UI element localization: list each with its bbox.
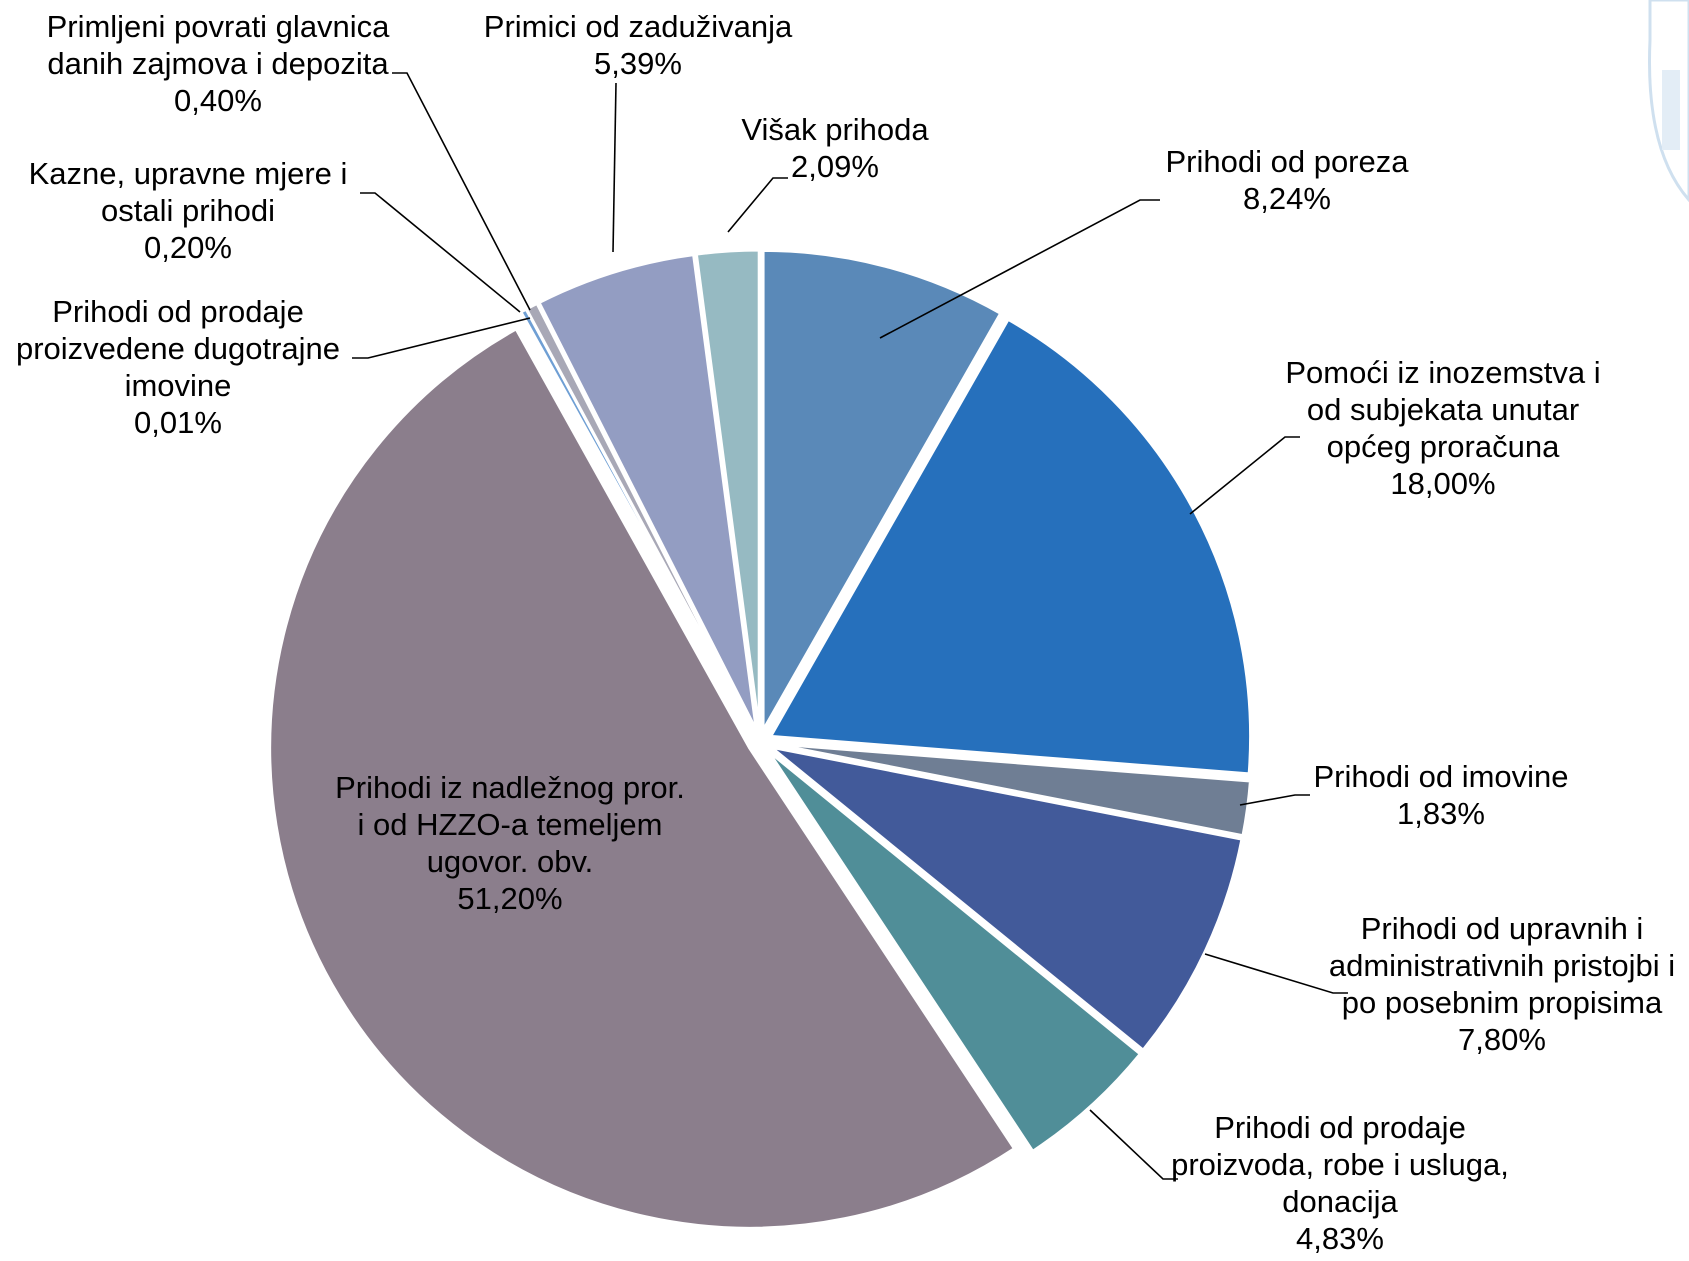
data-label-prihodi-iz-nadleznog-pror: Prihodi iz nadležnog pror. i od HZZO-a te… xyxy=(335,770,685,916)
leader-line-prihodi-od-prodaje xyxy=(1089,1109,1178,1180)
leader-line-prihodi-od-prodaje xyxy=(352,317,531,359)
slice-visak-prihoda xyxy=(694,248,761,731)
data-label-prihodi-od-poreza: Prihodi od poreza 8,24% xyxy=(1166,144,1410,216)
data-label-kazne-upravne-mjere-i: Kazne, upravne mjere i ostali prihodi 0,20… xyxy=(29,156,348,265)
data-label-percent: 4,83% xyxy=(1296,1221,1384,1256)
data-label-text: donacija xyxy=(1282,1184,1398,1219)
data-label-percent: 0,20% xyxy=(144,230,232,265)
data-label-primici-od-zaduzivanja: Primici od zaduživanja 5,39% xyxy=(484,9,793,81)
data-label-text: po posebnim propisima xyxy=(1342,985,1663,1020)
data-label-text: Prihodi iz nadležnog pror. xyxy=(335,770,685,805)
leader-line-primljeni-povrati-glavnica xyxy=(392,72,531,311)
slice-prihodi-od-prodaje xyxy=(766,749,1143,1154)
logo-watermark xyxy=(1648,0,1689,203)
data-label-percent: 8,24% xyxy=(1243,181,1331,216)
data-label-percent: 0,40% xyxy=(174,83,262,118)
data-label-text: danih zajmova i depozita xyxy=(47,46,389,81)
data-label-pomoci-iz-inozemstva-i: Pomoći iz inozemstva i od subjekata unuta… xyxy=(1285,355,1600,501)
data-label-text: Primici od zaduživanja xyxy=(484,9,793,44)
data-label-percent: 2,09% xyxy=(791,149,879,184)
data-label-text: administrativnih pristojbi i xyxy=(1329,948,1675,983)
leader-line-kazne-upravne-mjere-i xyxy=(360,192,521,313)
data-label-prihodi-od-prodaje: Prihodi od prodaje proizvedene dugotrajne… xyxy=(16,294,340,440)
leader-line-pomoci-iz-inozemstva-i xyxy=(1189,436,1300,515)
data-label-percent: 18,00% xyxy=(1390,466,1495,501)
leader-line-prihodi-od-upravnih-i xyxy=(1204,953,1348,994)
data-label-percent: 5,39% xyxy=(594,46,682,81)
leader-line-visak-prihoda xyxy=(727,177,788,233)
data-label-text: Kazne, upravne mjere i xyxy=(29,156,348,191)
data-label-percent: 7,80% xyxy=(1458,1022,1546,1057)
data-label-text: ugovor. obv. xyxy=(427,844,594,879)
data-label-text: općeg proračuna xyxy=(1327,429,1560,464)
data-label-primljeni-povrati-glavnica: Primljeni povrati glavnica danih zajmova … xyxy=(47,9,391,118)
leader-line-prihodi-od-imovine xyxy=(1239,794,1310,806)
data-label-text: ostali prihodi xyxy=(101,193,275,228)
leader-line-prihodi-od-poreza xyxy=(879,199,1160,339)
data-label-text: Primljeni povrati glavnica xyxy=(47,9,391,44)
slice-prihodi-iz-nadleznog-pror xyxy=(268,326,1017,1230)
data-label-visak-prihoda: Višak prihoda 2,09% xyxy=(741,112,929,184)
data-label-prihodi-od-upravnih-i: Prihodi od upravnih i administrativnih pr… xyxy=(1329,911,1675,1057)
slice-prihodi-od-imovine xyxy=(771,742,1253,838)
slice-pomoci-iz-inozemstva-i xyxy=(768,317,1253,776)
data-label-text: proizvedene dugotrajne xyxy=(16,331,340,366)
leader-line-primici-od-zaduzivanja xyxy=(612,82,617,253)
slice-primljeni-povrati-glavnica xyxy=(524,301,756,733)
slice-prihodi-od-poreza xyxy=(761,248,1003,737)
data-label-percent: 1,83% xyxy=(1397,796,1485,831)
data-label-text: proizvoda, robe i usluga, xyxy=(1171,1147,1509,1182)
slice-primici-od-zaduzivanja xyxy=(537,252,758,732)
data-label-text: Prihodi od upravnih i xyxy=(1361,911,1644,946)
data-label-text: imovine xyxy=(125,368,232,403)
data-label-text: i od HZZO-a temeljem xyxy=(358,807,663,842)
data-label-percent: 51,20% xyxy=(457,881,562,916)
data-label-text: Pomoći iz inozemstva i xyxy=(1285,355,1600,390)
data-label-text: Prihodi od prodaje xyxy=(1214,1110,1466,1145)
data-label-text: Prihodi od poreza xyxy=(1166,144,1410,179)
data-label-text: Prihodi od imovine xyxy=(1313,759,1568,794)
data-label-prihodi-od-prodaje: Prihodi od prodaje proizvoda, robe i uslu… xyxy=(1171,1110,1509,1256)
slice-prihodi-od-upravnih-i xyxy=(769,745,1244,1053)
data-label-percent: 0,01% xyxy=(134,405,222,440)
data-label-text: Višak prihoda xyxy=(741,112,929,147)
data-label-prihodi-od-imovine: Prihodi od imovine 1,83% xyxy=(1313,759,1568,831)
data-label-text: Prihodi od prodaje xyxy=(52,294,304,329)
data-label-text: od subjekata unutar xyxy=(1307,392,1579,427)
